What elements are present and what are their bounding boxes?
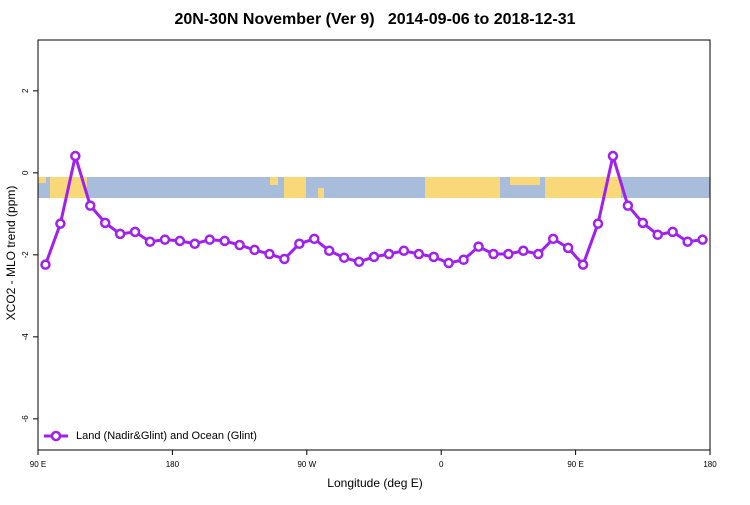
data-point [99, 217, 111, 229]
y-tick-label: 2 [21, 88, 30, 93]
data-point [473, 241, 484, 252]
data-point [547, 233, 559, 245]
data-point [682, 236, 693, 247]
land [318, 188, 324, 198]
land [510, 177, 540, 185]
land [284, 177, 306, 198]
data-point [622, 200, 634, 211]
data-point [652, 229, 663, 240]
data-point [607, 150, 619, 162]
data-point [428, 251, 439, 263]
data-point [234, 239, 245, 251]
data-point [443, 257, 454, 269]
data-point [219, 235, 230, 247]
legend-label: Land (Nadir&Glint) and Ocean (Glint) [76, 430, 257, 442]
data-point [70, 150, 81, 162]
data-point [264, 248, 275, 260]
data-point [144, 236, 156, 247]
data-point [159, 234, 171, 245]
data-point [114, 228, 126, 240]
data-point [40, 259, 51, 270]
data-point [338, 252, 350, 263]
x-axis-label: Longitude (deg E) [327, 476, 422, 490]
data-point [637, 217, 649, 229]
map-strip [38, 177, 710, 198]
legend-marker [50, 430, 62, 442]
data-point [129, 226, 141, 238]
x-tick-label: 180 [166, 460, 180, 469]
x-tick-label: 90 E [30, 460, 46, 469]
data-point [533, 248, 544, 260]
data-point [488, 248, 499, 260]
data-point [592, 218, 604, 229]
land [545, 177, 621, 198]
data-point [368, 251, 380, 263]
data-point [458, 254, 469, 266]
chart-title: 20N-30N November (Ver 9) 2014-09-06 to 2… [174, 11, 575, 28]
y-axis-label: XCO2 - MLO trend (ppm) [4, 186, 18, 321]
series-line [44, 150, 703, 268]
land [270, 177, 278, 185]
data-point [323, 245, 335, 256]
data-point [353, 256, 365, 268]
y-tick-label: -2 [21, 251, 30, 259]
data-point [503, 248, 514, 260]
data-point [204, 234, 215, 245]
data-point [55, 218, 66, 229]
land [38, 177, 46, 183]
data-point [189, 238, 201, 250]
x-tick-label: 0 [439, 460, 444, 469]
land [425, 177, 500, 198]
data-point [413, 248, 425, 260]
data-point [294, 238, 305, 250]
plot-frame [37, 39, 711, 451]
y-tick-label: -4 [21, 333, 30, 341]
data-point [518, 245, 529, 256]
data-point [667, 226, 678, 238]
x-tick-label: 180 [703, 460, 717, 469]
data-point [383, 248, 395, 260]
data-point [309, 233, 320, 245]
data-point [562, 242, 574, 254]
ocean [38, 177, 710, 198]
data-point [577, 259, 589, 270]
x-tick-label: 90 E [567, 460, 583, 469]
x-tick-label: 90 W [297, 460, 316, 469]
data-point [398, 245, 410, 256]
data-point [279, 253, 290, 265]
data-point [697, 234, 708, 245]
data-point [174, 235, 186, 247]
y-tick-label: 0 [21, 170, 30, 175]
y-tick-label: -6 [21, 415, 30, 423]
data-point [85, 200, 96, 211]
data-point [249, 244, 260, 256]
